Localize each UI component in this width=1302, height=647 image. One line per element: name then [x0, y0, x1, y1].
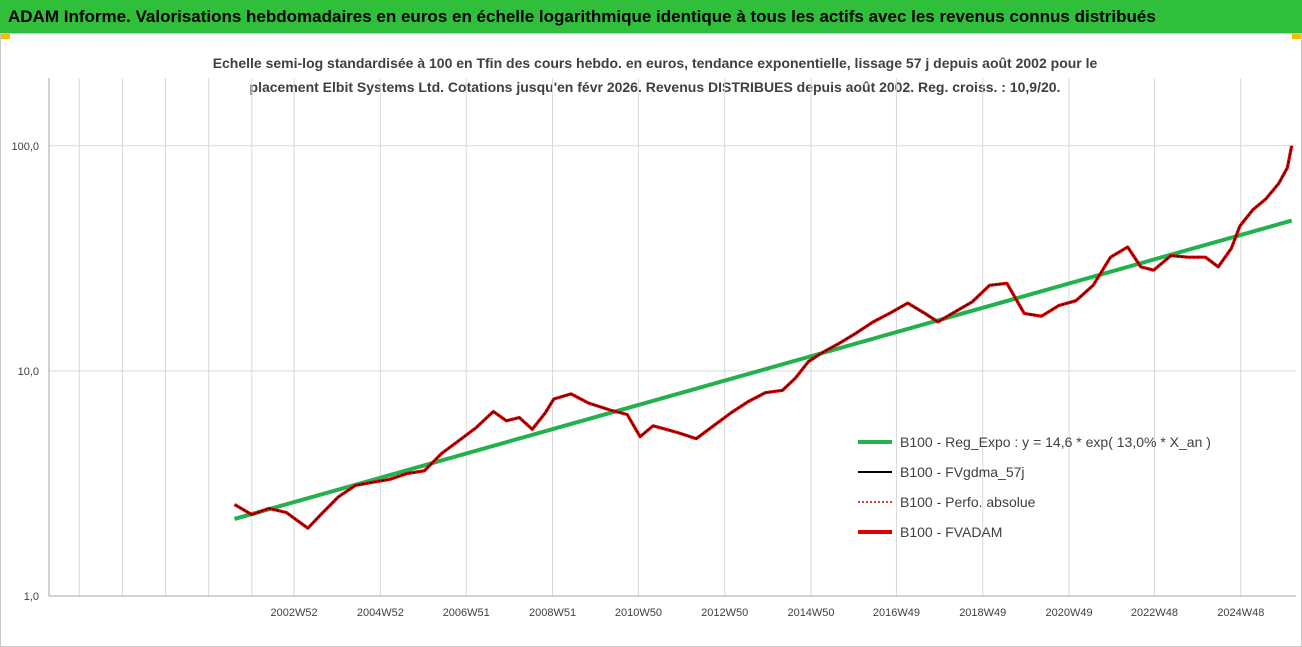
banner-corner-left: [0, 33, 10, 39]
x-tick-label: 2004W52: [357, 607, 404, 619]
banner-corner-right: [1292, 33, 1302, 39]
legend-item-gdma: B100 - FVgdma_57j: [858, 457, 1211, 487]
legend-swatch-fvadam: [858, 530, 892, 534]
series-perfo-line: [234, 145, 1293, 529]
x-tick-label: 2020W49: [1045, 607, 1092, 619]
series-regression-line: [233, 218, 1293, 521]
x-tick-label: 2006W51: [443, 607, 490, 619]
y-tick-label: 1,0: [24, 591, 39, 603]
x-tick-label: 2022W48: [1131, 607, 1178, 619]
legend-label-gdma: B100 - FVgdma_57j: [900, 464, 1025, 480]
chart-title-line-2: placement Elbit Systems Ltd. Cotations j…: [249, 79, 1061, 95]
report-banner: ADAM Informe. Valorisations hebdomadaire…: [0, 0, 1302, 33]
y-tick-label: 10,0: [18, 366, 39, 378]
legend-label-regression: B100 - Reg_Expo : y = 14,6 * exp( 13,0% …: [900, 434, 1211, 450]
x-tick-label: 2018W49: [959, 607, 1006, 619]
legend-label-fvadam: B100 - FVADAM: [900, 524, 1003, 540]
legend-swatch-perfo: [858, 501, 892, 503]
chart-legend: B100 - Reg_Expo : y = 14,6 * exp( 13,0% …: [858, 427, 1211, 547]
x-tick-label: 2016W49: [873, 607, 920, 619]
x-tick-label: 2010W50: [615, 607, 662, 619]
x-tick-label: 2014W50: [787, 607, 834, 619]
legend-item-perfo: B100 - Perfo. absolue: [858, 487, 1211, 517]
x-tick-label: 2008W51: [529, 607, 576, 619]
legend-item-regression: B100 - Reg_Expo : y = 14,6 * exp( 13,0% …: [858, 427, 1211, 457]
legend-swatch-regression: [858, 440, 892, 444]
legend-label-perfo: B100 - Perfo. absolue: [900, 494, 1036, 510]
legend-swatch-gdma: [858, 471, 892, 473]
x-tick-label: 2012W50: [701, 607, 748, 619]
x-tick-label: 2024W48: [1217, 607, 1264, 619]
legend-item-fvadam: B100 - FVADAM: [858, 517, 1211, 547]
x-tick-label: 2002W52: [271, 607, 318, 619]
y-tick-label: 100,0: [11, 141, 39, 153]
chart-title-line-1: Echelle semi-log standardisée à 100 en T…: [212, 55, 1098, 71]
report-title: ADAM Informe. Valorisations hebdomadaire…: [8, 7, 1156, 26]
